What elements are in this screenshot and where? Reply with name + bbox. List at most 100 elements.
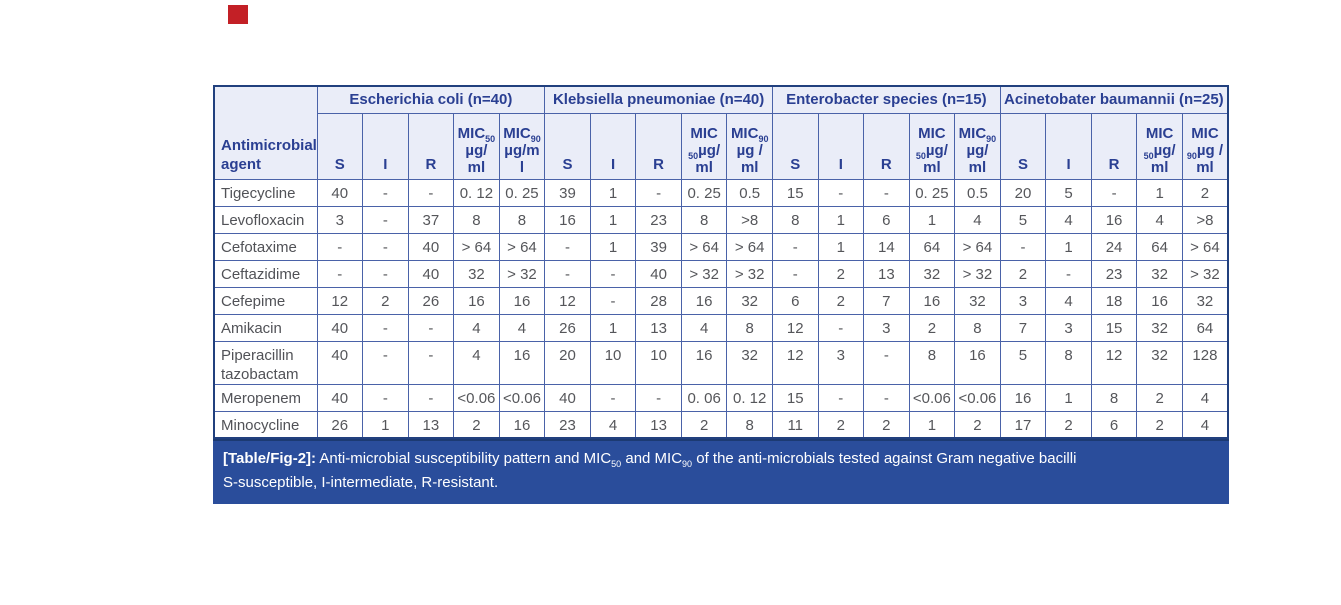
value-cell: 1: [362, 410, 409, 439]
mic-header-line: ml: [968, 158, 987, 176]
value-cell: 4: [1136, 205, 1183, 234]
mic-header-line: MIC90: [730, 124, 769, 144]
value-cell: 16: [544, 205, 591, 234]
value-cell: 4: [589, 410, 637, 439]
mic-header-line: ml: [1150, 158, 1169, 176]
value-cell: 8: [680, 205, 728, 234]
value-cell: 5: [1045, 178, 1092, 207]
mic-header-line: MIC50: [457, 124, 496, 144]
value-cell: 3: [863, 313, 910, 342]
caption-line-2: S-susceptible, I-intermediate, R-resista…: [223, 474, 499, 491]
value-cell: -: [316, 259, 364, 288]
value-cell: -: [362, 205, 409, 234]
value-cell: 3: [1045, 313, 1092, 342]
table-row: Ceftazidime - -40 32 > 32- -40 > 32 > 32-2 13 32 >…: [213, 259, 1229, 288]
agent-cell: Minocycline: [213, 410, 318, 439]
value-cell: 28: [635, 286, 682, 315]
mic-header-line: MIC: [918, 124, 946, 142]
mic-header-line: MIC: [690, 124, 718, 142]
value-cell: > 32: [498, 259, 546, 288]
agent-cell: Amikacin: [213, 313, 318, 342]
value-cell: -: [362, 232, 409, 261]
value-cell: 40: [544, 383, 591, 412]
value-cell: > 64: [453, 232, 500, 261]
agent-cell: Piperacillin tazobactam: [213, 340, 318, 385]
value-cell: 24: [1090, 232, 1138, 261]
value-cell: -: [407, 313, 455, 342]
value-cell: 15: [771, 178, 819, 207]
value-cell: 2: [1045, 410, 1092, 439]
agent-cell: Levofloxacin: [213, 205, 318, 234]
value-cell: -: [362, 313, 409, 342]
red-marker: [228, 5, 248, 24]
mic-header-line: µg/: [966, 141, 989, 159]
organism-group-header: Enterobacter species (n=15): [771, 85, 1001, 114]
value-cell: 0. 25: [908, 178, 956, 207]
value-cell: > 64: [954, 232, 1001, 261]
mic-header-line: ml: [1196, 158, 1214, 176]
value-cell: 20: [544, 340, 591, 385]
value-cell: 40: [316, 313, 364, 342]
value-cell: 17: [999, 410, 1047, 439]
value-cell: 40: [407, 232, 455, 261]
mic-header-line: µg/: [465, 141, 488, 159]
value-cell: 64: [1181, 313, 1229, 342]
value-cell: 2: [817, 286, 865, 315]
mic-header-line: ml: [467, 158, 486, 176]
value-cell: 16: [954, 340, 1001, 385]
value-cell: 32: [1136, 340, 1183, 385]
sir-column-header: I: [1045, 112, 1092, 180]
value-cell: 1: [589, 313, 637, 342]
value-cell: 4: [1181, 410, 1229, 439]
value-cell: 1: [589, 178, 637, 207]
value-cell: 1: [1136, 178, 1183, 207]
sir-column-header: S: [999, 112, 1047, 180]
mic-header-line: 50µg/: [1143, 141, 1176, 161]
value-cell: -: [407, 340, 455, 385]
value-cell: 2: [908, 313, 956, 342]
value-cell: <0.06: [453, 383, 500, 412]
value-cell: 5: [999, 205, 1047, 234]
value-cell: 0.5: [954, 178, 1001, 207]
value-cell: -: [362, 178, 409, 207]
value-cell: 8: [726, 410, 773, 439]
mic-header-line: 50µg/: [688, 141, 721, 161]
value-cell: 16: [1090, 205, 1138, 234]
value-cell: 8: [771, 205, 819, 234]
value-cell: 32: [726, 340, 773, 385]
value-cell: -: [589, 286, 637, 315]
susceptibility-table: Antimicrobial agent Escherichia coli (n=4…: [213, 85, 1229, 439]
value-cell: 8: [1045, 340, 1092, 385]
mic-header-line: µg /: [736, 141, 763, 159]
value-cell: 2: [999, 259, 1047, 288]
sir-column-header: R: [1090, 112, 1138, 180]
value-cell: -: [362, 383, 409, 412]
value-cell: 12: [1090, 340, 1138, 385]
value-cell: -: [771, 259, 819, 288]
value-cell: 16: [999, 383, 1047, 412]
value-cell: 16: [908, 286, 956, 315]
value-cell: 1: [908, 205, 956, 234]
value-cell: 39: [635, 232, 682, 261]
value-cell: 1: [589, 232, 637, 261]
value-cell: >8: [1181, 205, 1229, 234]
figure-label: [Table/Fig-2]:: [223, 450, 317, 467]
value-cell: 14: [863, 232, 910, 261]
value-cell: 16: [498, 340, 546, 385]
mic-header-line: 50µg/: [915, 141, 948, 161]
value-cell: 26: [316, 410, 364, 439]
value-cell: 0. 25: [680, 178, 728, 207]
value-cell: 12: [544, 286, 591, 315]
value-cell: > 32: [1181, 259, 1229, 288]
agent-column-header: Antimicrobial agent: [213, 85, 318, 180]
value-cell: 2: [817, 410, 865, 439]
table-row: Piperacillin tazobactam 40- -4 16 20 10 10 16 32…: [213, 340, 1229, 385]
sir-column-header: S: [316, 112, 364, 180]
value-cell: > 64: [680, 232, 728, 261]
value-cell: 2: [680, 410, 728, 439]
sir-column-header: I: [817, 112, 865, 180]
table-row: Meropenem 40- - <0.06 <0.06 40- -0. 06 0. 12 15-…: [213, 383, 1229, 412]
